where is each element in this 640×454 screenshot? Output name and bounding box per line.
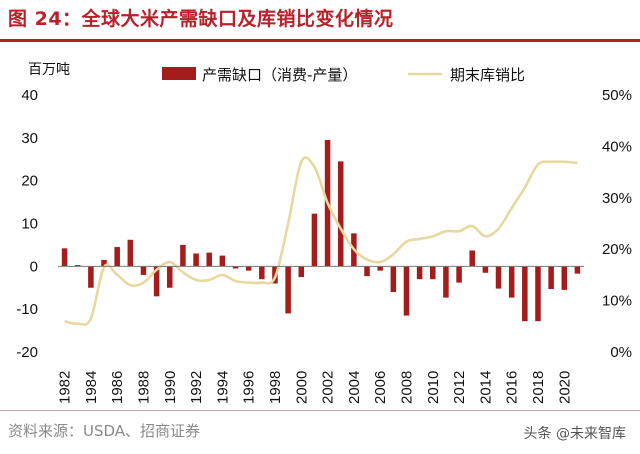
x-tick-label: 1998 <box>267 371 284 404</box>
bar-gap-1990 <box>167 266 173 288</box>
y-left-tick-label: 10 <box>21 216 38 233</box>
watermark: 头条 @未来智库 <box>517 422 632 444</box>
x-tick-label: 1982 <box>57 371 74 404</box>
bottom-rule <box>0 410 640 411</box>
bar-gap-1997 <box>259 266 265 280</box>
bar-gap-1982 <box>61 248 68 267</box>
bar-gap-2003 <box>337 161 344 267</box>
bar-gap-1984 <box>88 266 94 288</box>
y-left-tick-label: 40 <box>21 87 38 104</box>
x-tick-label: 2000 <box>293 371 310 404</box>
x-tick-label: 2020 <box>556 371 573 404</box>
y-right-tick-label: 10% <box>602 293 632 310</box>
y-left-tick-label: 30 <box>21 130 38 147</box>
bar-gap-2016 <box>508 266 515 298</box>
bar-gap-1993 <box>206 252 212 267</box>
y-left-tick-label: -10 <box>16 301 38 318</box>
x-tick-label: 2006 <box>372 371 389 404</box>
x-tick-label: 1986 <box>109 371 126 404</box>
bar-gap-1991 <box>180 244 186 267</box>
bar-gap-2005 <box>364 266 370 277</box>
x-tick-label: 1990 <box>162 371 179 404</box>
bar-gap-2018 <box>535 266 541 322</box>
bar-gap-2001 <box>311 213 318 267</box>
bar-gap-1995 <box>232 266 239 269</box>
series-line-stock-ratio <box>64 156 578 326</box>
bar-gap-2017 <box>522 266 528 322</box>
bar-gap-1996 <box>245 266 252 271</box>
bar-gap-1989 <box>153 266 160 297</box>
bar-gap-2010 <box>430 266 436 280</box>
bar-gap-2008 <box>403 266 410 316</box>
bar-gap-1999 <box>285 266 291 314</box>
x-tick-label: 2016 <box>504 371 521 404</box>
y-left-tick-label: 0 <box>30 258 38 275</box>
bar-gap-2014 <box>482 266 489 273</box>
bar-gap-1985 <box>101 259 107 267</box>
bar-gap-2007 <box>390 266 397 293</box>
x-tick-label: 1984 <box>83 371 100 404</box>
legend-swatch-gap <box>162 67 196 80</box>
bar-gap-1994 <box>219 255 226 267</box>
bar-gap-1988 <box>140 266 147 275</box>
x-tick-label: 1988 <box>135 371 152 404</box>
bar-gap-2000 <box>298 266 305 278</box>
y-right-tick-label: 50% <box>602 87 632 104</box>
bar-gap-2021 <box>574 266 581 274</box>
bar-gap-1992 <box>193 253 199 267</box>
source-note: 资料来源：USDA、招商证券 <box>8 422 201 440</box>
bar-gap-1987 <box>127 239 134 267</box>
legend: 产需缺口（消费-产量） 期末库销比 <box>162 66 525 84</box>
y-right-tick-label: 20% <box>602 241 632 258</box>
bar-gap-2013 <box>469 250 475 267</box>
bar-gap-2015 <box>495 266 502 289</box>
x-tick-label: 2012 <box>451 371 468 404</box>
x-tick-label: 2018 <box>530 371 547 404</box>
y-left-tick-label: 20 <box>21 173 38 190</box>
legend-label-gap: 产需缺口（消费-产量） <box>202 66 357 84</box>
x-tick-label: 1996 <box>241 371 258 404</box>
y-right-tick-label: 40% <box>602 138 632 155</box>
x-tick-label: 2008 <box>398 371 415 404</box>
bar-gap-1986 <box>114 247 120 267</box>
bar-gap-2019 <box>548 266 554 290</box>
bar-gap-2011 <box>443 266 449 298</box>
bar-gap-2006 <box>377 266 383 271</box>
legend-label-ratio: 期末库销比 <box>450 66 525 84</box>
x-tick-label: 2014 <box>477 371 494 404</box>
x-tick-label: 2002 <box>320 371 337 404</box>
title-rule <box>0 39 640 42</box>
y-axis-left-unit: 百万吨 <box>28 62 70 78</box>
bar-gap-1983 <box>74 265 81 267</box>
figure-title: 图 24：全球大米产需缺口及库销比变化情况 <box>8 8 394 30</box>
y-right-tick-label: 0% <box>610 344 632 361</box>
x-tick-label: 1994 <box>214 371 231 404</box>
x-tick-label: 2004 <box>346 371 363 404</box>
y-left-tick-label: -20 <box>16 344 38 361</box>
y-right-tick-label: 30% <box>602 190 632 207</box>
bar-gap-2020 <box>561 266 568 290</box>
bar-gap-2012 <box>456 266 462 283</box>
x-tick-label: 2010 <box>425 371 442 404</box>
x-tick-label: 1992 <box>188 371 205 404</box>
bar-gap-2009 <box>416 266 423 280</box>
